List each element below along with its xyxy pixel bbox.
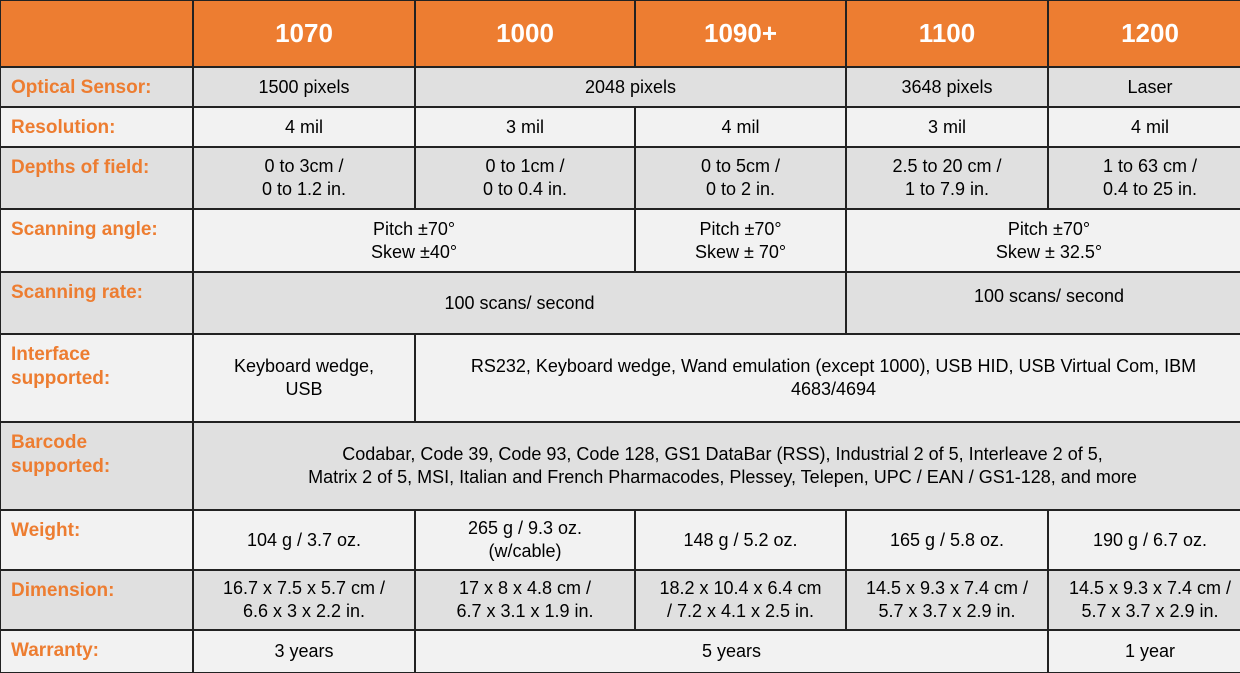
model-header-1000: 1000 [416,1,634,66]
header-corner [1,1,192,66]
cell-dimension: 18.2 x 10.4 x 6.4 cm / 7.2 x 4.1 x 2.5 i… [636,571,845,629]
row-label-dimension: Dimension: [1,571,192,629]
row-label-scanning-rate: Scanning rate: [1,273,192,333]
cell-optical-sensor: 3648 pixels [847,68,1047,106]
cell-resolution: 4 mil [194,108,414,146]
row-label-resolution: Resolution: [1,108,192,146]
cell-optical-sensor: Laser [1049,68,1240,106]
row-label-warranty: Warranty: [1,631,192,672]
cell-scanning-angle: Pitch ±70° Skew ± 70° [636,210,845,271]
cell-weight: 265 g / 9.3 oz. (w/cable) [416,511,634,569]
model-header-1200: 1200 [1049,1,1240,66]
cell-warranty: 5 years [416,631,1047,672]
row-label-interface-supported: Interface supported: [1,335,192,421]
cell-dimension: 14.5 x 9.3 x 7.4 cm / 5.7 x 3.7 x 2.9 in… [1049,571,1240,629]
cell-resolution: 3 mil [416,108,634,146]
cell-scanning-angle: Pitch ±70° Skew ±40° [194,210,634,271]
cell-weight: 148 g / 5.2 oz. [636,511,845,569]
row-label-scanning-angle: Scanning angle: [1,210,192,271]
cell-dimension: 17 x 8 x 4.8 cm / 6.7 x 3.1 x 1.9 in. [416,571,634,629]
cell-depths-of-field: 0 to 1cm / 0 to 0.4 in. [416,148,634,208]
cell-weight: 104 g / 3.7 oz. [194,511,414,569]
cell-scanning-angle: Pitch ±70° Skew ± 32.5° [847,210,1240,271]
cell-weight: 190 g / 6.7 oz. [1049,511,1240,569]
cell-warranty: 3 years [194,631,414,672]
cell-dimension: 16.7 x 7.5 x 5.7 cm / 6.6 x 3 x 2.2 in. [194,571,414,629]
cell-resolution: 4 mil [1049,108,1240,146]
cell-resolution: 4 mil [636,108,845,146]
cell-scanning-rate: 100 scans/ second [847,273,1240,333]
cell-scanning-rate: 100 scans/ second [194,273,845,333]
cell-depths-of-field: 2.5 to 20 cm / 1 to 7.9 in. [847,148,1047,208]
model-header-1070: 1070 [194,1,414,66]
cell-dimension: 14.5 x 9.3 x 7.4 cm / 5.7 x 3.7 x 2.9 in… [847,571,1047,629]
cell-interface-supported: RS232, Keyboard wedge, Wand emulation (e… [416,335,1240,421]
cell-depths-of-field: 1 to 63 cm / 0.4 to 25 in. [1049,148,1240,208]
cell-weight: 165 g / 5.8 oz. [847,511,1047,569]
cell-depths-of-field: 0 to 5cm / 0 to 2 in. [636,148,845,208]
cell-optical-sensor: 1500 pixels [194,68,414,106]
cell-depths-of-field: 0 to 3cm / 0 to 1.2 in. [194,148,414,208]
row-label-optical-sensor: Optical Sensor: [1,68,192,106]
row-label-barcode-supported: Barcode supported: [1,423,192,509]
row-label-weight: Weight: [1,511,192,569]
cell-resolution: 3 mil [847,108,1047,146]
cell-optical-sensor: 2048 pixels [416,68,845,106]
cell-barcode-supported: Codabar, Code 39, Code 93, Code 128, GS1… [194,423,1240,509]
model-header-1100: 1100 [847,1,1047,66]
cell-interface-supported: Keyboard wedge, USB [194,335,414,421]
model-header-1090: 1090+ [636,1,845,66]
row-label-depths-of-field: Depths of field: [1,148,192,208]
cell-warranty: 1 year [1049,631,1240,672]
